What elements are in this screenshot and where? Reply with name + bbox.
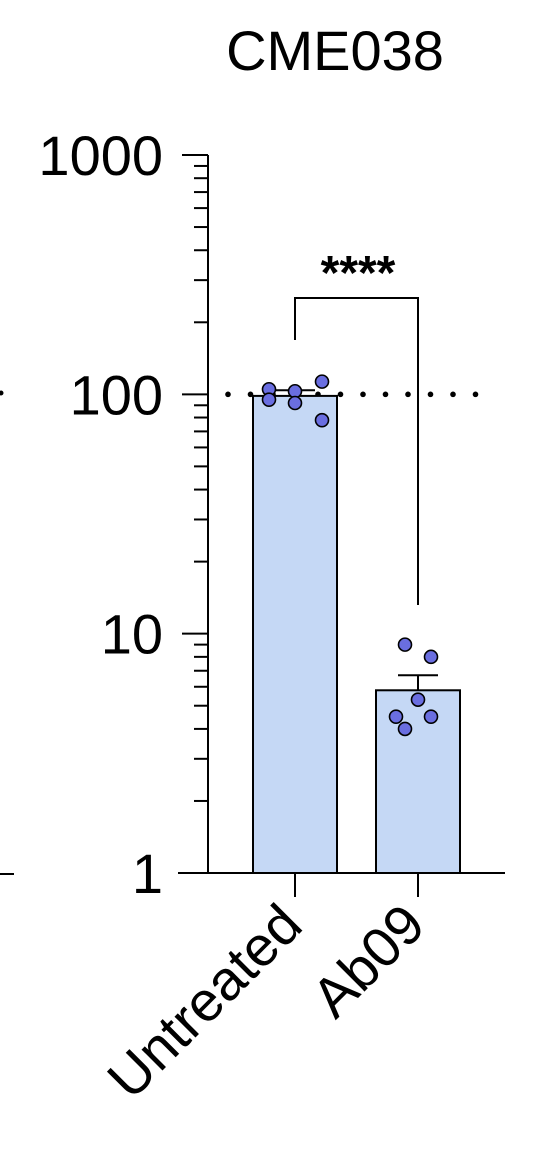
data-point bbox=[423, 649, 439, 665]
reference-line-dot bbox=[405, 391, 411, 398]
data-point bbox=[287, 395, 303, 411]
data-point bbox=[314, 374, 330, 389]
data-point bbox=[397, 721, 413, 737]
significance-bracket: **** bbox=[294, 247, 419, 605]
chart-title: CME038 bbox=[226, 19, 444, 82]
bar-ab09 bbox=[375, 689, 461, 875]
reference-line-dot bbox=[360, 391, 366, 398]
reference-line-dot bbox=[450, 391, 456, 398]
data-points bbox=[261, 374, 439, 737]
data-point bbox=[423, 709, 439, 724]
y-tick-label: 1000 bbox=[38, 124, 163, 187]
significance-bracket-line bbox=[294, 297, 419, 605]
data-point bbox=[261, 392, 277, 407]
reference-line-dot bbox=[247, 391, 254, 398]
y-axis: 1 10 100 1000 bbox=[38, 124, 209, 905]
reference-line-dot bbox=[337, 391, 344, 398]
y-tick-label: 1 bbox=[132, 842, 163, 905]
reference-line-dot bbox=[427, 391, 434, 398]
bar-untreated bbox=[252, 394, 338, 874]
reference-line-dot bbox=[225, 391, 231, 398]
significance-label: **** bbox=[321, 247, 396, 300]
left-panel-edge-dot bbox=[0, 390, 4, 396]
reference-line-dot bbox=[382, 391, 389, 398]
x-tick-label: Ab09 bbox=[299, 892, 436, 1029]
y-tick-label: 100 bbox=[70, 363, 163, 426]
x-tick-label: Untreated bbox=[95, 892, 313, 1110]
data-point bbox=[397, 637, 413, 652]
bars bbox=[252, 389, 461, 875]
reference-line-dot bbox=[472, 391, 479, 398]
data-point bbox=[410, 692, 426, 707]
data-point bbox=[314, 412, 330, 428]
data-point bbox=[388, 709, 404, 724]
y-tick-label: 10 bbox=[101, 603, 163, 666]
